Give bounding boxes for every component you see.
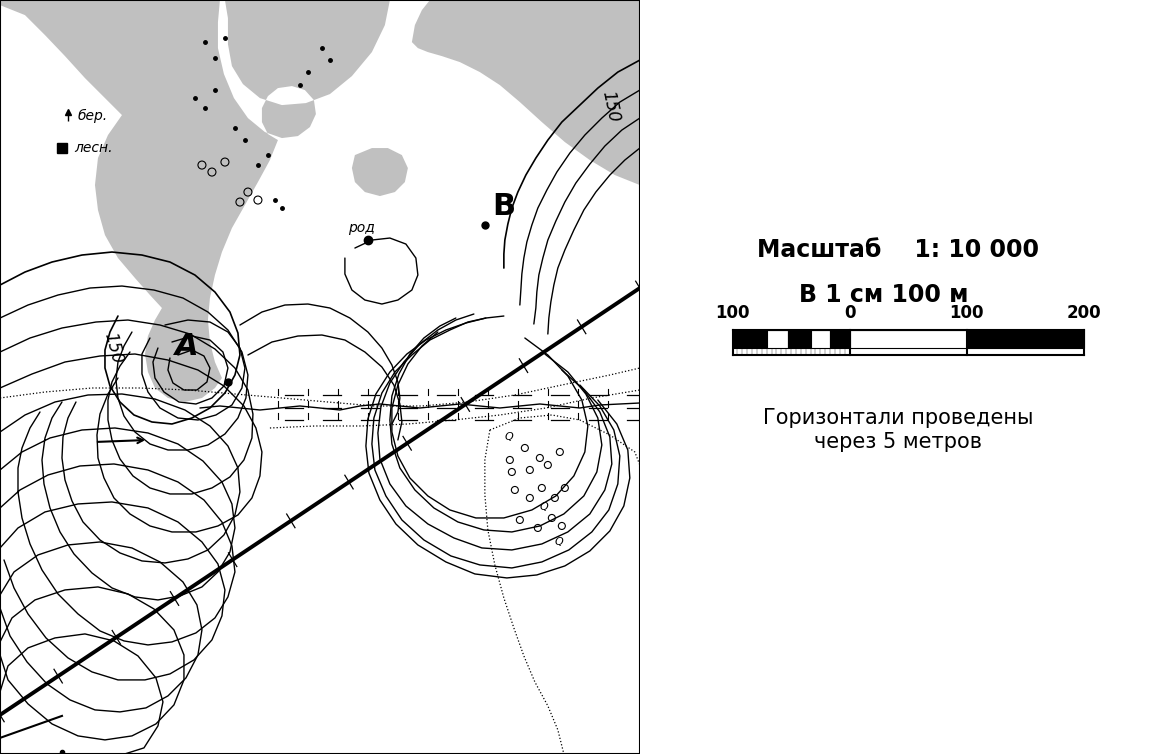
Bar (830, 330, 849, 348)
Text: Горизонтали проведены
через 5 метров: Горизонтали проведены через 5 метров (764, 409, 1033, 452)
Bar (849, 330, 967, 348)
Text: род: род (348, 221, 375, 235)
Text: бер.: бер. (78, 109, 108, 123)
Bar (811, 330, 830, 348)
Text: 150: 150 (100, 330, 126, 366)
Polygon shape (412, 0, 640, 185)
Text: 0: 0 (843, 304, 855, 322)
Text: В: В (492, 192, 515, 221)
Text: В 1 см 100 м: В 1 см 100 м (799, 283, 968, 307)
Text: Q: Q (540, 502, 548, 512)
Text: 200: 200 (1067, 304, 1101, 322)
Bar (788, 330, 811, 348)
Polygon shape (0, 0, 390, 402)
Text: Q: Q (504, 432, 514, 442)
Text: А: А (175, 332, 199, 361)
Text: 150: 150 (598, 89, 622, 124)
Bar (732, 330, 767, 348)
Bar (767, 330, 788, 348)
Text: Q: Q (555, 537, 563, 547)
Text: Масштаб    1: 10 000: Масштаб 1: 10 000 (758, 238, 1039, 262)
Bar (967, 330, 1084, 348)
Text: лесн.: лесн. (74, 141, 112, 155)
Text: 100: 100 (715, 304, 750, 322)
Polygon shape (352, 148, 408, 196)
Text: 100: 100 (950, 304, 983, 322)
